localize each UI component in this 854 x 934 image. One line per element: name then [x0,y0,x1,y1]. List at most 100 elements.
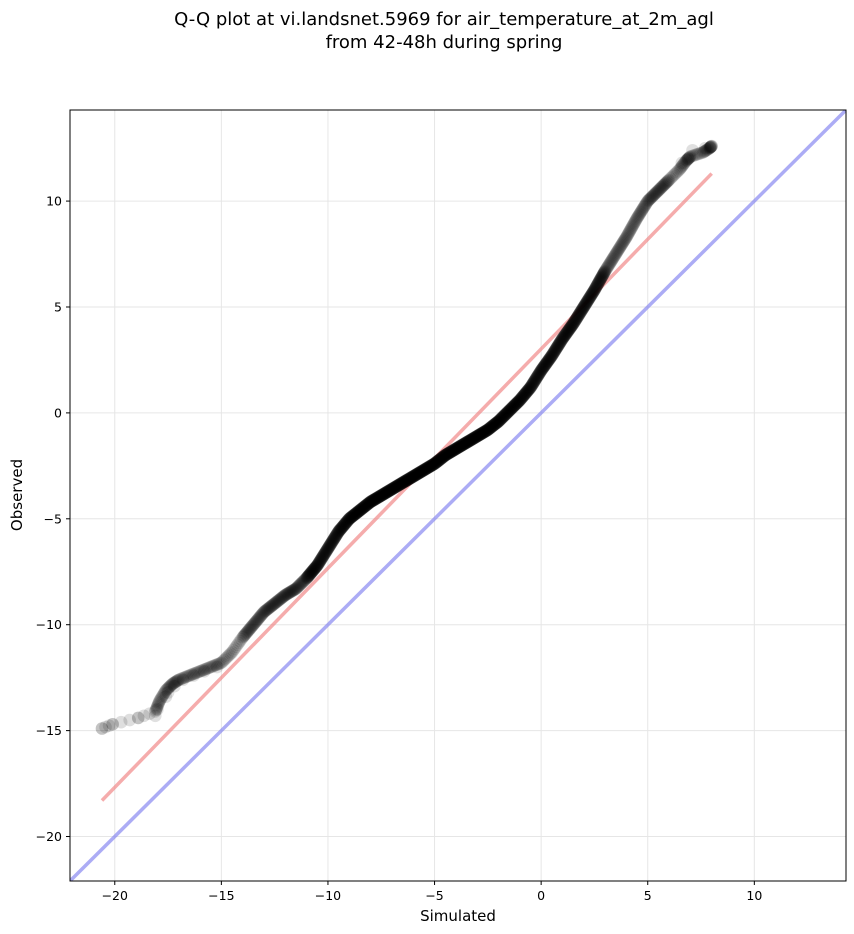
quantile-point [569,313,583,326]
quantile-point [516,390,529,404]
quantile-point [416,464,429,478]
quantile-point [352,505,365,518]
quantile-point [556,331,570,345]
quantile-point [409,468,423,482]
y-tick-label: 10 [46,194,62,209]
quantile-point [408,469,421,482]
quantile-point [423,460,436,474]
quantile-point [396,476,410,489]
quantile-point [692,147,705,161]
quantile-point [390,479,404,493]
quantile-point [477,426,490,439]
quantile-point [303,568,317,581]
quantile-point [425,459,439,472]
quantile-point [350,506,364,519]
quantile-point [330,528,344,541]
quantile-point [444,445,458,459]
quantile-point [332,524,346,538]
quantile-point [521,383,535,397]
quantile-point [466,432,480,446]
quantile-point [328,531,341,545]
quantile-point [540,355,554,369]
quantile-point [588,283,601,297]
quantile-point [191,666,204,679]
y-tick-label: −5 [44,511,62,526]
quantile-point [432,453,446,467]
quantile-point [379,486,392,500]
quantile-point [347,508,361,522]
quantile-point [326,533,340,547]
quantile-point [355,502,369,515]
quantile-point [309,560,323,574]
quantile-point [501,405,515,419]
quantile-point [390,480,403,493]
quantile-point [367,493,381,507]
quantile-point [271,594,285,608]
quantile-point [274,592,287,606]
quantile-point [481,423,495,436]
quantile-point [562,323,576,336]
y-tick-label: −10 [36,617,62,632]
quantile-point [283,586,296,599]
quantile-point [308,561,322,575]
quantile-point [353,503,367,517]
quantile-point [452,440,466,454]
tail-point [210,660,224,674]
quantile-point [536,361,550,375]
quantile-point [305,566,318,579]
quantile-point [392,478,406,492]
plot-frame [69,109,847,882]
quantile-point [704,140,718,154]
quantile-point [534,365,547,378]
tail-point [161,686,175,699]
quantile-point [382,484,395,498]
quantile-point [289,582,302,596]
quantile-point [696,146,710,159]
quantile-point [508,399,521,412]
quantile-point [500,407,513,420]
quantile-point [526,377,540,390]
quantile-point [558,328,572,342]
quantile-point [353,504,367,517]
quantile-point [412,466,426,480]
quantile-point [312,557,325,570]
quantile-point [668,168,681,181]
quantile-point [596,269,609,282]
quantile-point [594,273,607,286]
quantile-point [552,337,566,351]
quantile-point [378,486,392,500]
quantile-point [396,476,410,489]
quantile-point [469,430,482,444]
quantile-point [398,475,411,488]
quantile-point [213,657,227,670]
quantile-point [684,150,697,163]
quantile-point [489,417,502,431]
quantile-point [251,613,264,627]
quantile-point [634,206,647,220]
quantile-point [380,485,394,499]
quantile-point [471,429,485,443]
quantile-point [538,359,551,373]
quantile-point [471,429,484,443]
quantile-point [205,660,219,673]
quantile-point [166,677,180,690]
quantile-point [383,484,397,497]
quantile-point [597,267,610,281]
quantile-point [452,441,465,454]
quantile-point [131,711,145,725]
quantile-point [467,431,481,445]
quantile-point [421,461,435,474]
quantile-point [677,157,691,171]
quantile-point [596,268,610,281]
quantile-point [482,423,495,436]
quantile-point [649,186,663,200]
quantile-point [541,355,554,369]
quantile-point [547,346,560,360]
quantile-point [584,289,598,302]
quantile-point [447,443,461,457]
quantile-point [312,556,326,569]
quantile-point [507,399,521,413]
quantile-point [514,393,527,406]
quantile-point [418,463,432,476]
quantile-point [533,366,547,379]
